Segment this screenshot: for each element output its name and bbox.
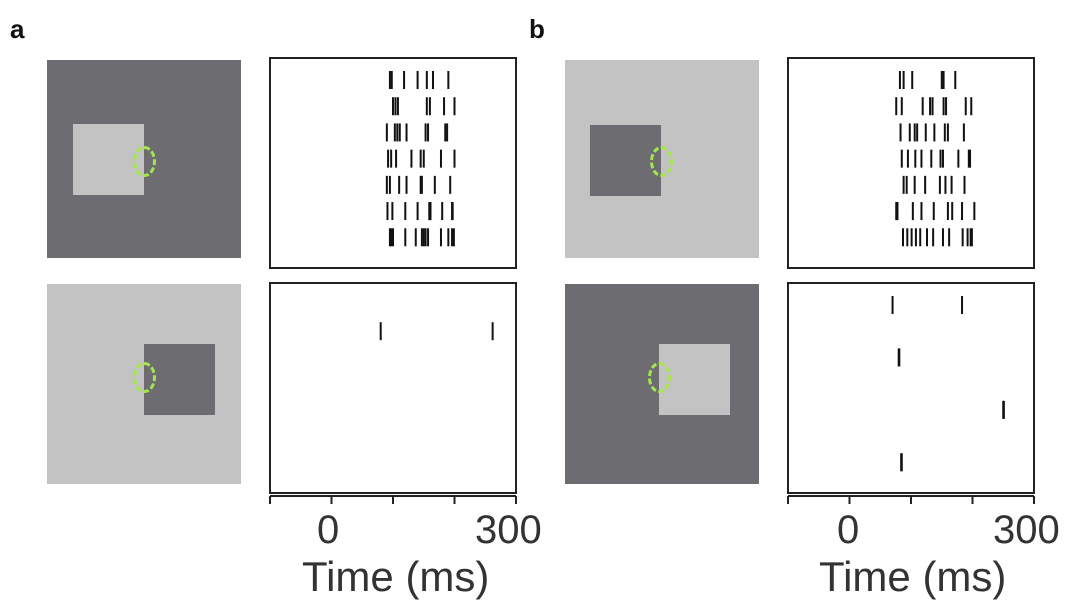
panel-label-b: b [529, 14, 545, 44]
receptive-field-marker [650, 146, 673, 177]
raster-frame [269, 282, 517, 494]
panel-label-a: a [10, 14, 25, 44]
stimulus-a-top [47, 60, 241, 258]
spike-raster-a-top [269, 57, 517, 269]
x-axis-title: Time (ms) [302, 553, 490, 600]
x-axis-title: Time (ms) [819, 553, 1007, 600]
receptive-field-marker [648, 362, 671, 393]
x-tick-label-0: 0 [837, 508, 860, 552]
spike-raster-b-top [787, 57, 1035, 269]
x-tick-label-0: 0 [317, 508, 340, 552]
dark-square [590, 125, 661, 196]
raster-frame [787, 57, 1035, 269]
receptive-field-marker [133, 146, 156, 177]
x-tick-label-300: 300 [993, 508, 1060, 552]
stimulus-b-top [565, 60, 759, 258]
stimulus-a-bottom [47, 284, 241, 484]
stimulus-b-bottom [565, 284, 759, 484]
x-tick-label-300: 300 [475, 508, 542, 552]
raster-frame [269, 57, 517, 269]
light-square [73, 124, 144, 195]
spike-raster-a-bottom [269, 282, 517, 504]
raster-frame [787, 282, 1035, 494]
receptive-field-marker [133, 362, 156, 393]
spike-raster-b-bottom [787, 282, 1035, 504]
